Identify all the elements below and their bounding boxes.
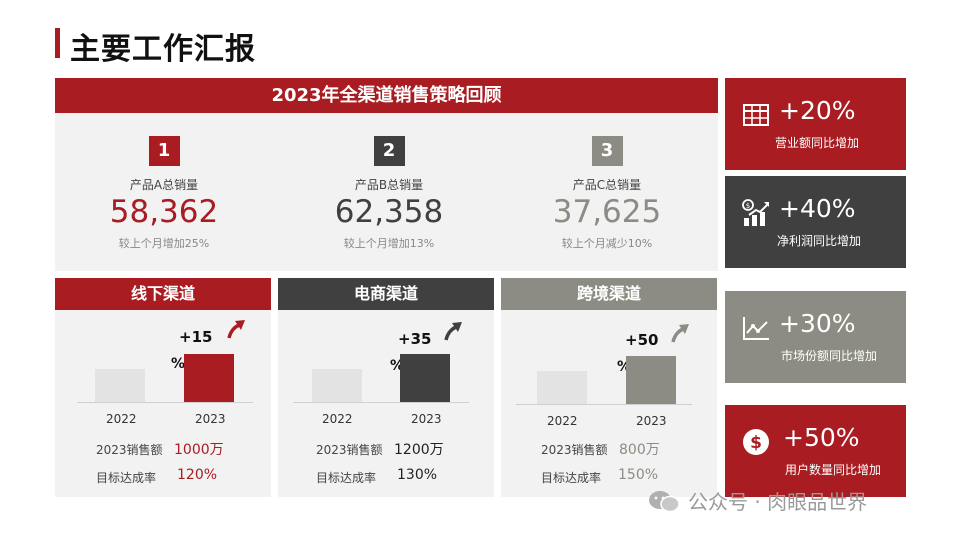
kpi-label: 市场份额同比增加 — [781, 349, 878, 363]
product-label: 产品A总销量 — [129, 178, 199, 192]
product-number-badge: 2 — [373, 136, 405, 166]
dollar-circle-icon: $ — [743, 429, 769, 455]
bar-2023 — [400, 354, 450, 402]
product-number-badge: 3 — [591, 136, 623, 166]
growth-value: +50 — [625, 331, 659, 349]
channel-card-ecommerce: 电商渠道 +35 % 2022 2023 2023销售额 1200万 目标达成率… — [278, 278, 494, 497]
product-value: 37,625 — [552, 194, 662, 230]
bar-2022 — [95, 369, 145, 402]
sales-label: 2023销售额 — [96, 443, 163, 457]
product-value: 62,358 — [334, 194, 444, 230]
growth-percent-sign: % — [171, 356, 186, 372]
bar-2023 — [184, 354, 234, 402]
target-rate-value: 130% — [397, 467, 438, 483]
up-arrow-icon — [227, 320, 245, 339]
target-rate-label: 目标达成率 — [316, 471, 377, 485]
channel-card-crossborder: 跨境渠道 +50 % 2022 2023 2023销售额 800万 目标达成率 … — [501, 278, 717, 497]
money-growth-icon: $ — [742, 199, 769, 226]
product-note: 较上个月增加13% — [343, 237, 435, 250]
bar-2023 — [626, 356, 676, 404]
target-rate-label: 目标达成率 — [96, 471, 157, 485]
kpi-card-revenue: +20% 营业额同比增加 — [725, 78, 906, 170]
year-label: 2022 — [106, 412, 137, 426]
year-label: 2023 — [411, 412, 442, 426]
kpi-label: 净利润同比增加 — [777, 234, 862, 248]
year-label: 2022 — [547, 414, 578, 428]
line-chart-icon — [743, 317, 769, 340]
growth-value: +35 — [398, 330, 432, 348]
up-arrow-icon — [671, 324, 689, 343]
table-icon — [743, 104, 769, 126]
target-rate-label: 目标达成率 — [541, 471, 602, 485]
watermark-text: 公众号 · 肉眼品世界 — [688, 490, 868, 514]
chart-baseline — [516, 404, 692, 405]
bar-2022 — [312, 369, 362, 402]
chart-baseline — [77, 402, 253, 403]
kpi-percent: +30% — [779, 309, 856, 338]
channel-header: 线下渠道 — [55, 278, 271, 310]
product-note: 较上个月减少10% — [561, 237, 653, 250]
growth-value: +15 — [179, 328, 213, 346]
channel-header: 电商渠道 — [278, 278, 494, 310]
sales-label: 2023销售额 — [541, 443, 608, 457]
chart-baseline — [293, 402, 469, 403]
product-b-card: 2 产品B总销量 62,358 较上个月增加13% — [304, 136, 474, 251]
svg-text:$: $ — [750, 433, 762, 453]
title-accent-bar — [55, 28, 60, 58]
page-title: 主要工作汇报 — [70, 32, 256, 67]
kpi-percent: +40% — [779, 194, 856, 223]
kpi-card-profit: $ +40% 净利润同比增加 — [725, 176, 906, 268]
product-c-card: 3 产品C总销量 37,625 较上个月减少10% — [522, 136, 692, 251]
product-label: 产品B总销量 — [354, 178, 424, 192]
year-label: 2023 — [195, 412, 226, 426]
kpi-percent: +50% — [783, 423, 860, 452]
wechat-icon — [649, 491, 680, 513]
kpi-card-market-share: +30% 市场份额同比增加 — [725, 291, 906, 383]
channel-chart: +35 % 2022 2023 2023销售额 1200万 目标达成率 130% — [278, 310, 494, 497]
channel-chart: +15 % 2022 2023 2023销售额 1000万 目标达成率 120% — [55, 310, 271, 497]
up-arrow-icon — [444, 322, 462, 341]
section-header: 2023年全渠道销售策略回顾 — [55, 78, 718, 113]
bar-2022 — [537, 371, 587, 404]
sales-value: 1000万 — [174, 442, 224, 458]
channel-header: 跨境渠道 — [501, 278, 717, 310]
product-note: 较上个月增加25% — [118, 237, 210, 250]
product-a-card: 1 产品A总销量 58,362 较上个月增加25% — [79, 136, 249, 251]
sales-label: 2023销售额 — [316, 443, 383, 457]
svg-text:$: $ — [746, 202, 750, 210]
target-rate-value: 120% — [177, 467, 218, 483]
kpi-percent: +20% — [779, 96, 856, 125]
kpi-card-users: $ +50% 用户数量同比增加 — [725, 405, 906, 497]
product-value: 58,362 — [109, 194, 219, 230]
sales-value: 1200万 — [394, 442, 444, 458]
target-rate-value: 150% — [618, 467, 659, 483]
kpi-label: 营业额同比增加 — [775, 136, 860, 150]
channel-card-offline: 线下渠道 +15 % 2022 2023 2023销售额 1000万 目标达成率… — [55, 278, 271, 497]
product-label: 产品C总销量 — [572, 178, 642, 192]
sales-value: 800万 — [619, 442, 660, 458]
channel-chart: +50 % 2022 2023 2023销售额 800万 目标达成率 150% — [501, 310, 717, 497]
product-number-badge: 1 — [148, 136, 180, 166]
year-label: 2023 — [636, 414, 667, 428]
year-label: 2022 — [322, 412, 353, 426]
kpi-label: 用户数量同比增加 — [785, 463, 882, 477]
